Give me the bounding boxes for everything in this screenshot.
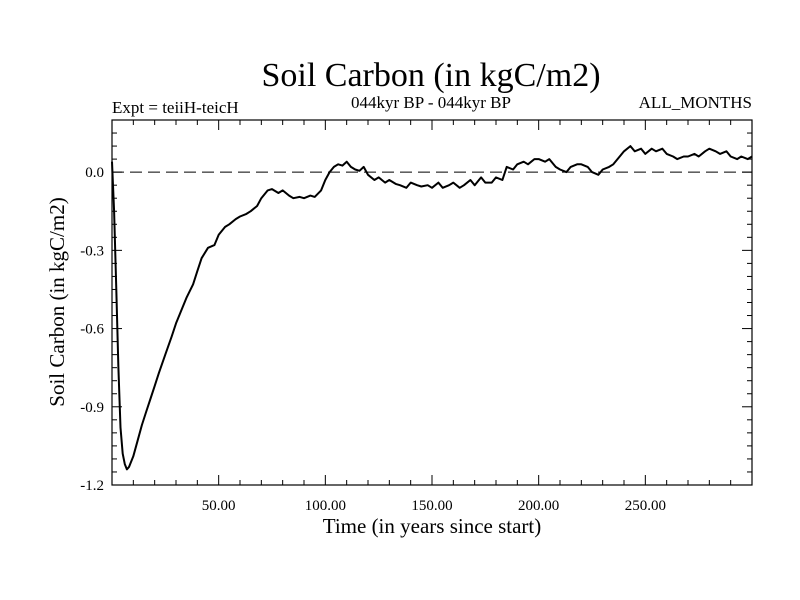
x-tick-label: 50.00 [202, 498, 236, 514]
x-tick-label: 250.00 [625, 498, 666, 514]
x-tick-label: 200.00 [518, 498, 559, 514]
y-tick-label: -1.2 [80, 478, 104, 494]
months-label: ALL_MONTHS [639, 93, 752, 112]
x-axis-ticks: 50.00 100.00 150.00 200.00 250.00 [132, 120, 732, 514]
y-tick-label: -0.9 [80, 400, 104, 416]
experiment-label: Expt = teiiH-teicH [112, 98, 239, 117]
x-axis-label: Time (in years since start) [323, 514, 542, 538]
y-axis-ticks: 0.0 -0.3 -0.6 -0.9 -1.2 [80, 132, 752, 494]
series-line-0 [111, 145, 753, 471]
series-group [111, 145, 753, 471]
chart-title: Soil Carbon (in kgC/m2) [261, 57, 600, 94]
x-tick-label: 100.00 [305, 498, 346, 514]
y-axis-label: Soil Carbon (in kgC/m2) [45, 197, 69, 406]
x-tick-label: 150.00 [411, 498, 452, 514]
y-tick-label: -0.6 [80, 322, 104, 338]
y-tick-label: -0.3 [80, 243, 104, 259]
y-tick-label: 0.0 [85, 165, 104, 181]
period-label: 044kyr BP - 044kyr BP [351, 93, 511, 112]
